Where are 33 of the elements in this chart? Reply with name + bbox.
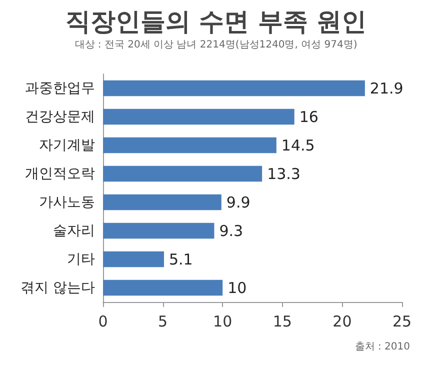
y-tick-label: 술자리 <box>53 222 95 239</box>
data-label: 21.9 <box>370 79 404 98</box>
y-tick-label: 가사노동 <box>39 194 95 210</box>
data-label: 10 <box>228 278 247 297</box>
bar <box>103 137 276 154</box>
data-label: 5.1 <box>168 250 193 268</box>
data-label: 9.9 <box>226 193 250 212</box>
chart-subtitle: 대상 : 전국 20세 이상 남녀 2214명(남성1240명, 여성 974명) <box>74 40 358 50</box>
bar <box>103 166 262 182</box>
bar <box>103 194 222 210</box>
data-label: 14.5 <box>281 136 315 154</box>
x-tick-label: 0 <box>98 312 108 330</box>
y-tick-label: 개인적오락 <box>25 166 95 182</box>
x-tick-label: 20 <box>332 312 352 330</box>
bar <box>103 222 214 239</box>
x-tick-label: 15 <box>272 312 292 330</box>
y-tick-label: 기타 <box>67 251 95 268</box>
source-note: 출처 : 2010 <box>354 342 410 352</box>
chart-title: 직장인들의 수면 부족 원인 <box>65 7 367 36</box>
x-tick-label: 5 <box>158 312 168 330</box>
bar <box>103 108 294 125</box>
x-tick-label: 25 <box>392 312 412 330</box>
y-tick-label: 자기계발 <box>39 137 95 154</box>
data-label: 9.3 <box>219 222 244 240</box>
y-tick-label: 겪지 않는다 <box>20 280 95 296</box>
data-label: 16 <box>299 108 318 126</box>
data-label: 13.3 <box>267 164 300 183</box>
x-tick-label: 10 <box>213 312 232 330</box>
y-tick-label: 과중한업무 <box>25 80 95 96</box>
bar <box>103 251 164 268</box>
y-tick-label: 건강상문제 <box>25 108 95 125</box>
bar <box>103 80 365 96</box>
bar <box>103 280 223 296</box>
